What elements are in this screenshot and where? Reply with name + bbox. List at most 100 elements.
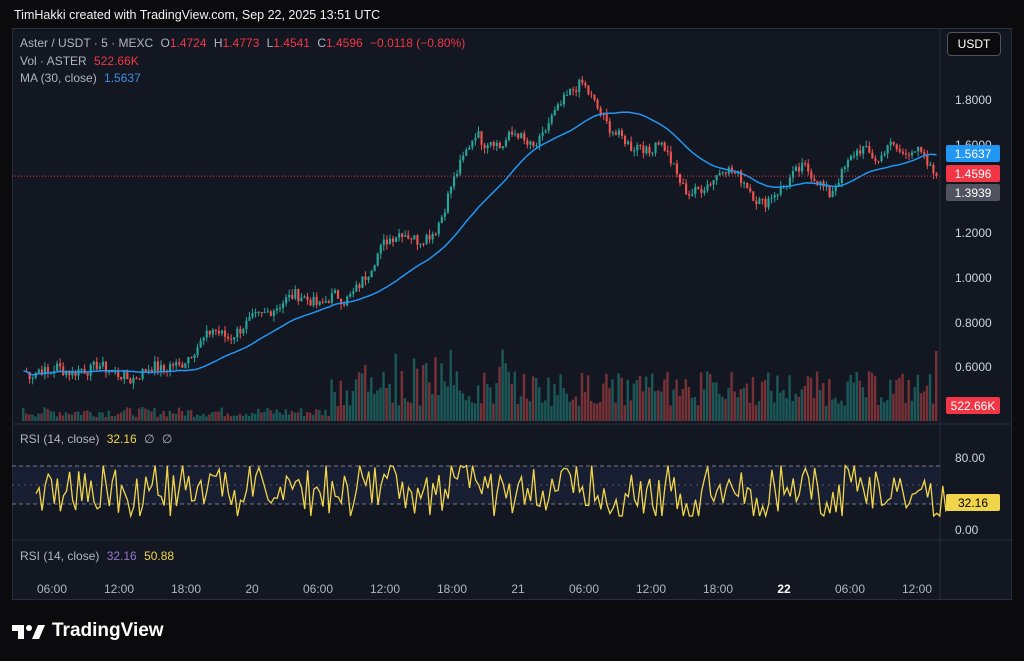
price-legend: Aster / USDT · 5 · MEXC O1.4724 H1.4773 … [20,36,469,50]
price-tick: 0.8000 [955,316,992,330]
currency-button[interactable]: USDT [947,32,1001,56]
volume-bar [425,362,428,421]
candle-body [654,142,657,153]
symbol-label[interactable]: Aster / USDT · 5 · MEXC [20,36,154,50]
volume-bar [122,410,126,421]
candle-body [199,340,202,348]
candle-body [929,164,932,166]
candle-body [65,371,68,376]
volume-bar [840,400,843,421]
candle-body [59,363,62,367]
candle-body [68,371,71,376]
volume-bar [34,416,37,421]
volume-bar [635,380,639,421]
volume-bar [113,416,117,421]
candle-body [239,328,242,334]
candle-body [504,140,508,147]
volume-bar [928,374,932,421]
tradingview-logo[interactable]: TradingView [12,620,164,642]
candle-body [886,145,889,154]
volume-bar [687,386,691,421]
candle-body [278,307,282,309]
candle-body [462,155,465,161]
candle-body [712,180,715,185]
volume-bar [104,416,107,421]
candle-body [779,186,782,195]
volume-bar [571,399,575,421]
volume-bar [861,387,865,421]
candle-body [761,198,764,200]
volume-bar [92,416,95,421]
price-tick: 1.2000 [955,226,992,240]
volume-bar [644,376,648,421]
rsi-label[interactable]: RSI (14, close) [20,432,100,446]
candle-body [706,184,709,191]
volume-bar [134,416,138,421]
time-tick: 06:00 [36,582,68,596]
candle-body [300,297,303,302]
volume-bar [144,408,147,421]
candle-body [251,313,254,318]
ma-label[interactable]: MA (30, close) [20,71,97,85]
candle-body [532,141,535,147]
volume-bar [733,391,736,421]
candle-body [663,142,666,151]
volume-bar [101,412,104,421]
candle-body [98,365,101,370]
candle-body [52,370,56,372]
candle-body [709,184,712,186]
volume-bar [67,413,71,421]
volume-bar [528,401,532,421]
candle-body [147,369,150,372]
candle-body [810,171,813,179]
volume-bar [95,416,98,421]
candle-body [932,164,935,174]
volume-bar [196,414,199,421]
volume-bar [724,399,727,421]
candle-body [678,173,682,184]
candle-body [211,329,214,335]
volume-bar [293,412,297,421]
volume-bar [217,411,220,421]
volume-bar [559,374,562,421]
volume-bar [58,412,62,421]
volume-bar [342,404,346,421]
candle-body [514,133,517,135]
volume-bar [281,414,284,421]
volume-bar [150,411,153,421]
volume-bar [763,380,767,421]
candle-body [288,294,291,298]
volume-bar [895,379,898,421]
volume-bar [709,373,712,421]
volume-bar [770,390,773,421]
volume-bar [107,410,110,421]
volume-bar [486,383,489,421]
volume-label[interactable]: Vol · ASTER [20,54,87,68]
volume-bar [504,363,507,421]
candle-body [214,329,217,332]
candle-body [935,173,938,177]
volume-bar [138,408,141,421]
candle-body [419,243,422,245]
volume-bar [247,415,251,421]
volume-bar [61,415,65,421]
volume-bar [315,409,318,421]
candle-body [578,79,581,92]
candle-body [559,104,562,106]
volume-bar [388,383,391,421]
volume-bar [803,385,807,421]
open-label: O [160,36,170,50]
candle-body [834,186,837,192]
volume-bar [553,384,556,421]
time-tick: 12:00 [103,582,135,596]
volume-bar [266,408,269,421]
candle-body [865,146,868,148]
volume-bar [431,394,434,421]
close-price-tag: 1.4596 [946,165,1000,182]
rsi2-label[interactable]: RSI (14, close) [20,549,100,563]
volume-bar [363,364,367,421]
candle-body [898,149,901,152]
candle-body [831,191,834,198]
volume-bar [641,391,645,421]
